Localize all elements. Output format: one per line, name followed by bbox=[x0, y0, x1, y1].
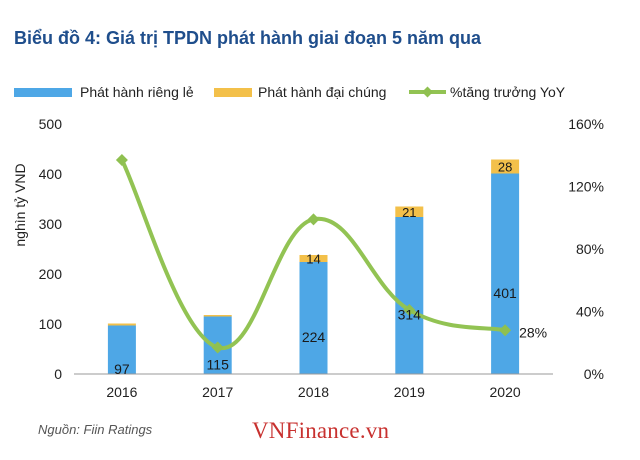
bar-private-label: 115 bbox=[207, 356, 230, 372]
growth-point bbox=[211, 341, 224, 354]
y2-tick-label: 40% bbox=[576, 304, 604, 320]
legend-label-private: Phát hành riêng lẻ bbox=[80, 84, 194, 100]
y2-axis-ticks: 0% 40% 80% 120% 160% bbox=[568, 116, 604, 382]
legend-marker-growth bbox=[422, 86, 433, 98]
growth-point bbox=[307, 213, 320, 226]
bar-public bbox=[107, 323, 136, 326]
y2-tick-label: 120% bbox=[568, 179, 604, 195]
bar-private bbox=[395, 217, 424, 374]
y2-tick-label: 160% bbox=[568, 116, 604, 132]
x-tick-label: 2016 bbox=[106, 384, 137, 400]
bar-public-label: 21 bbox=[402, 205, 416, 220]
y-axis-ticks: 0 100 200 300 400 500 bbox=[39, 116, 63, 382]
growth-point-label: 28% bbox=[519, 324, 547, 340]
bar-public bbox=[491, 159, 520, 174]
y-tick-label: 300 bbox=[39, 216, 63, 232]
x-axis-ticks: 2016 2017 2018 2019 2020 bbox=[106, 384, 521, 400]
bar-public-label: 28 bbox=[498, 160, 512, 175]
bar-private bbox=[107, 325, 136, 374]
bar-private-label: 401 bbox=[493, 285, 517, 301]
x-tick-label: 2017 bbox=[202, 384, 233, 400]
bar-private bbox=[491, 173, 520, 374]
legend-swatch-private bbox=[14, 88, 72, 97]
bar-public-label: 14 bbox=[306, 252, 320, 267]
y-tick-label: 400 bbox=[39, 166, 63, 182]
bar-private bbox=[299, 262, 328, 374]
growth-point bbox=[403, 303, 416, 316]
growth-point bbox=[499, 324, 512, 337]
bar-private-label: 314 bbox=[398, 307, 422, 323]
y-tick-label: 500 bbox=[39, 116, 63, 132]
y-tick-label: 200 bbox=[39, 266, 63, 282]
x-tick-label: 2018 bbox=[298, 384, 329, 400]
watermark: VNFinance.vn bbox=[252, 418, 390, 443]
chart-title: Biểu đồ 4: Giá trị TPDN phát hành giai đ… bbox=[14, 28, 482, 48]
y2-tick-label: 80% bbox=[576, 241, 604, 257]
bar-public bbox=[203, 315, 232, 317]
y-tick-label: 100 bbox=[39, 316, 63, 332]
growth-line bbox=[119, 157, 508, 350]
bar-private-label: 224 bbox=[302, 329, 326, 345]
y2-tick-label: 0% bbox=[584, 366, 604, 382]
legend: Phát hành riêng lẻ Phát hành đại chúng %… bbox=[14, 84, 566, 100]
x-tick-label: 2019 bbox=[394, 384, 425, 400]
legend-label-public: Phát hành đại chúng bbox=[258, 84, 386, 100]
y-tick-label: 0 bbox=[54, 366, 62, 382]
growth-point bbox=[115, 153, 128, 166]
bar-private-label: 97 bbox=[114, 361, 130, 377]
x-tick-label: 2020 bbox=[490, 384, 521, 400]
source-note: Nguồn: Fiin Ratings bbox=[38, 422, 153, 437]
bar-value-labels: 97 115 224 14 314 21 401 28 bbox=[114, 160, 517, 377]
y-axis-label: nghìn tỷ VND bbox=[12, 163, 28, 246]
legend-label-growth: %tăng trưởng YoY bbox=[450, 84, 566, 100]
bar-public bbox=[299, 255, 328, 262]
growth-series: 28% bbox=[115, 153, 547, 354]
bars bbox=[107, 159, 520, 374]
legend-swatch-public bbox=[214, 88, 252, 97]
bar-public bbox=[395, 206, 424, 217]
